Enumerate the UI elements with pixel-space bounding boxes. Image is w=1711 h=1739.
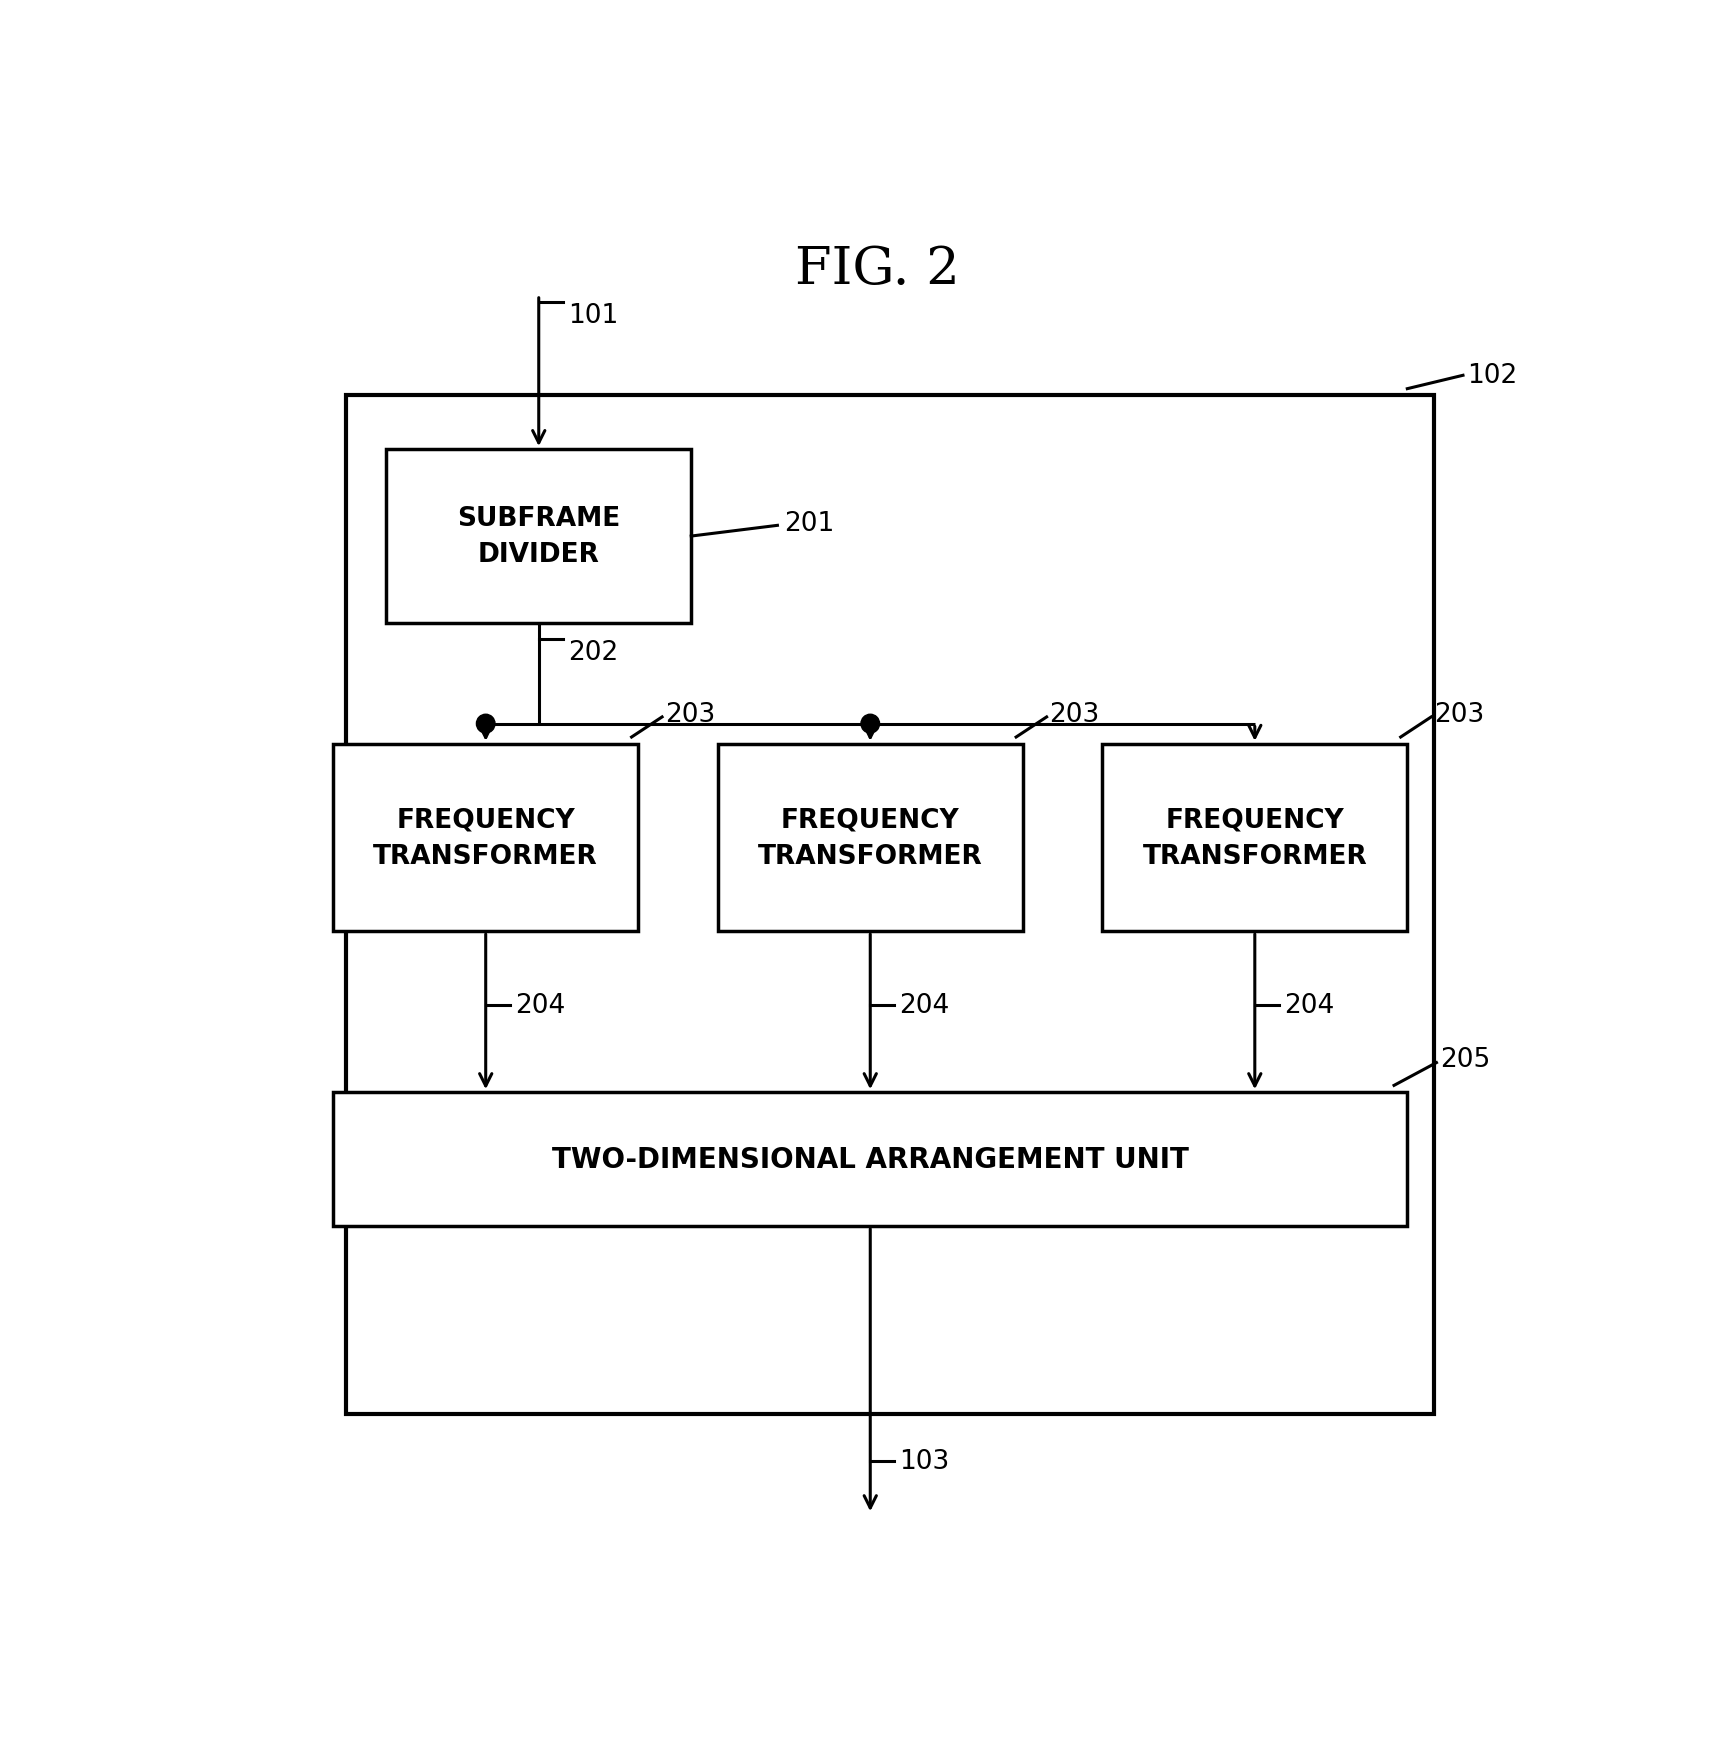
Bar bbox=[719, 744, 1023, 932]
Circle shape bbox=[476, 715, 494, 734]
Bar bbox=[334, 1092, 1406, 1226]
Text: 203: 203 bbox=[664, 703, 715, 729]
Text: 203: 203 bbox=[1434, 703, 1483, 729]
Text: TWO-DIMENSIONAL ARRANGEMENT UNIT: TWO-DIMENSIONAL ARRANGEMENT UNIT bbox=[553, 1146, 1189, 1174]
Text: FREQUENCY
TRANSFORMER: FREQUENCY TRANSFORMER bbox=[373, 807, 599, 870]
Text: SUBFRAME
DIVIDER: SUBFRAME DIVIDER bbox=[457, 506, 621, 567]
Text: 103: 103 bbox=[900, 1447, 950, 1473]
Bar bbox=[387, 450, 691, 624]
Bar bbox=[346, 396, 1434, 1414]
Bar bbox=[334, 744, 638, 932]
Circle shape bbox=[861, 715, 879, 734]
Text: 204: 204 bbox=[900, 993, 950, 1019]
Text: 201: 201 bbox=[784, 510, 835, 536]
Text: 204: 204 bbox=[515, 993, 565, 1019]
Text: 102: 102 bbox=[1466, 363, 1518, 390]
Text: 203: 203 bbox=[1049, 703, 1100, 729]
Text: 205: 205 bbox=[1441, 1045, 1490, 1071]
Text: 101: 101 bbox=[568, 303, 618, 329]
Text: 204: 204 bbox=[1283, 993, 1335, 1019]
Bar bbox=[1102, 744, 1406, 932]
Text: FREQUENCY
TRANSFORMER: FREQUENCY TRANSFORMER bbox=[758, 807, 982, 870]
Text: FREQUENCY
TRANSFORMER: FREQUENCY TRANSFORMER bbox=[1143, 807, 1367, 870]
Text: FIG. 2: FIG. 2 bbox=[794, 243, 960, 294]
Text: 202: 202 bbox=[568, 640, 618, 666]
